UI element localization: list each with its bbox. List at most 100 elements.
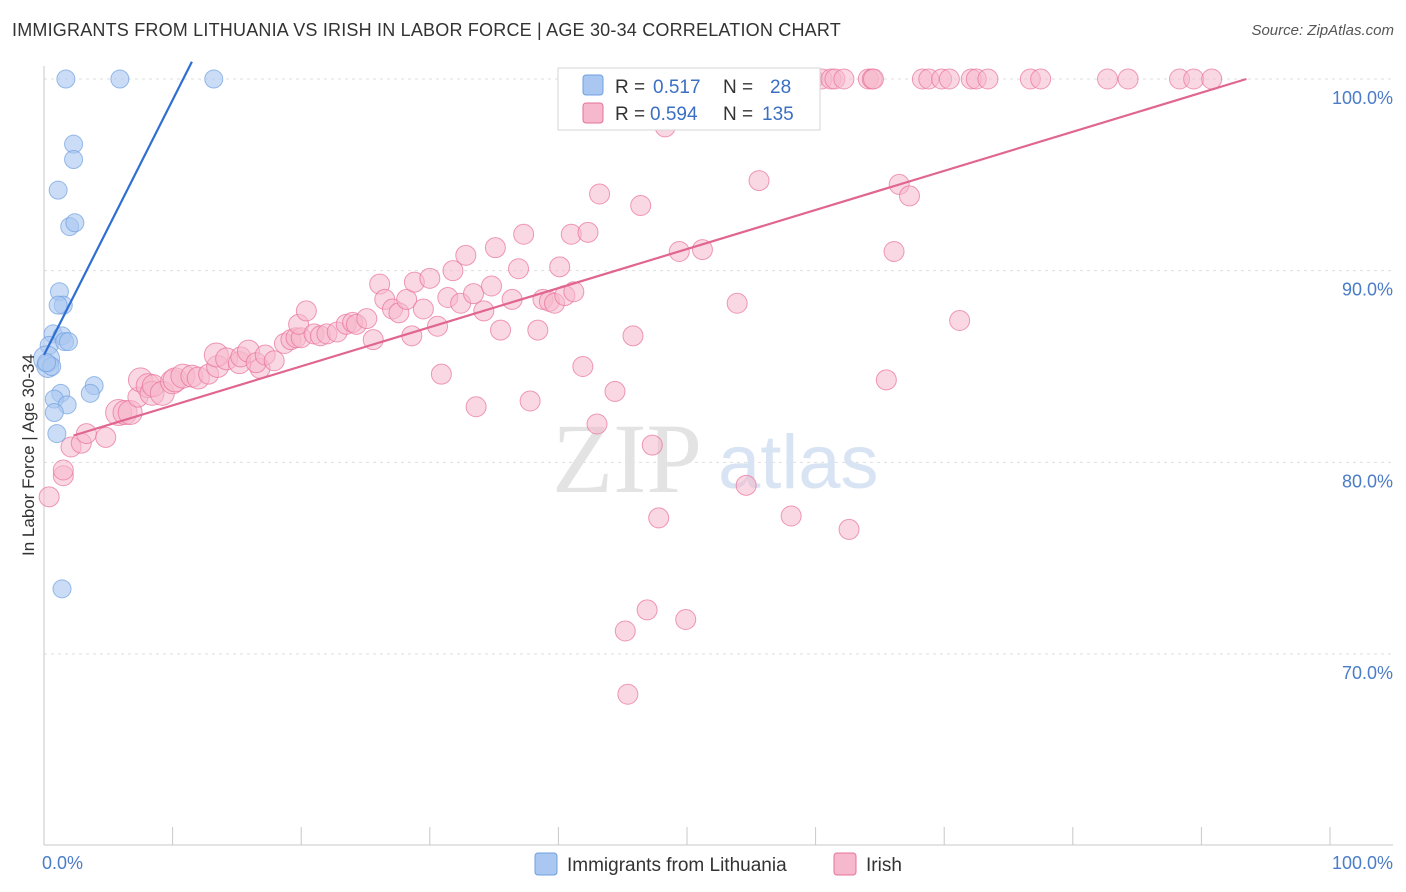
lithuania-point-0 bbox=[56, 69, 76, 89]
irish-point-59 bbox=[442, 260, 464, 282]
y-tick-label-2: 80.0% bbox=[1342, 471, 1393, 491]
series-lithuania-points bbox=[33, 69, 224, 599]
irish-point-2 bbox=[52, 459, 74, 481]
stats-n-label-irish: N = bbox=[723, 104, 753, 125]
irish-point-89 bbox=[636, 599, 658, 621]
chart-title: IMMIGRANTS FROM LITHUANIA VS IRISH IN LA… bbox=[12, 20, 841, 40]
irish-point-65 bbox=[481, 275, 503, 297]
y-tick-label-1: 90.0% bbox=[1342, 280, 1393, 300]
lithuania-point-7 bbox=[65, 213, 85, 233]
y-tick-label-3: 70.0% bbox=[1342, 663, 1393, 683]
irish-point-79 bbox=[563, 281, 585, 303]
stats-n-label-lithuania: N = bbox=[723, 77, 753, 98]
stats-swatch-lithuania bbox=[582, 74, 604, 96]
lithuania-point-27 bbox=[52, 579, 72, 599]
lithuania-point-15 bbox=[58, 332, 78, 352]
irish-point-46 bbox=[362, 329, 384, 351]
irish-point-115 bbox=[862, 68, 884, 90]
watermark-zip: ZIP bbox=[552, 403, 702, 514]
irish-point-123 bbox=[938, 68, 960, 90]
irish-point-67 bbox=[490, 319, 512, 341]
irish-point-130 bbox=[1097, 68, 1119, 90]
stats-r-label-irish: R = bbox=[615, 104, 645, 125]
stats-n-value-irish: 135 bbox=[762, 104, 794, 125]
lithuania-point-10 bbox=[48, 295, 68, 315]
lithuania-point-5 bbox=[48, 180, 68, 200]
y-tick-label-0: 100.0% bbox=[1332, 88, 1393, 108]
lithuania-point-19 bbox=[37, 353, 57, 373]
legend-label-lithuania: Immigrants from Lithuania bbox=[567, 855, 787, 876]
irish-point-105 bbox=[780, 505, 802, 527]
legend-swatch-irish bbox=[833, 852, 857, 876]
irish-point-76 bbox=[549, 256, 571, 278]
lithuania-point-2 bbox=[204, 69, 224, 89]
irish-point-81 bbox=[577, 221, 599, 243]
irish-point-37 bbox=[295, 300, 317, 322]
irish-point-57 bbox=[430, 363, 452, 385]
y-tick-labels: 100.0% 90.0% 80.0% 70.0% bbox=[1332, 88, 1393, 683]
stats-legend: R = 0.517 N = 28 R = 0.594 N = 135 bbox=[557, 67, 821, 131]
irish-point-45 bbox=[356, 308, 378, 330]
axes bbox=[43, 66, 1393, 846]
irish-point-111 bbox=[833, 68, 855, 90]
x-tick-max: 100.0% bbox=[1332, 853, 1393, 873]
irish-point-55 bbox=[419, 267, 441, 289]
lithuania-point-22 bbox=[80, 383, 100, 403]
lithuania-point-25 bbox=[44, 403, 64, 422]
stats-swatch-irish bbox=[582, 102, 604, 124]
stats-r-value-lithuania: 0.517 bbox=[653, 77, 701, 98]
irish-point-63 bbox=[465, 396, 487, 418]
irish-point-117 bbox=[883, 241, 905, 262]
irish-point-90 bbox=[641, 434, 663, 456]
irish-point-127 bbox=[977, 68, 999, 90]
legend-swatch-lithuania bbox=[534, 852, 558, 876]
irish-point-54 bbox=[412, 298, 434, 320]
irish-point-129 bbox=[1030, 68, 1052, 90]
irish-point-69 bbox=[508, 258, 530, 280]
irish-point-80 bbox=[572, 356, 594, 377]
irish-point-112 bbox=[838, 518, 860, 540]
irish-point-87 bbox=[622, 325, 644, 347]
trend-lines bbox=[43, 61, 1247, 437]
irish-point-85 bbox=[614, 620, 636, 642]
irish-point-84 bbox=[604, 380, 626, 402]
irish-point-94 bbox=[675, 609, 697, 630]
irish-point-88 bbox=[630, 195, 652, 216]
irish-point-31 bbox=[263, 350, 285, 372]
irish-point-131 bbox=[1117, 68, 1139, 90]
irish-point-83 bbox=[589, 183, 611, 205]
irish-point-51 bbox=[396, 288, 418, 310]
y-axis-title: In Labor Force | Age 30-34 bbox=[19, 354, 38, 556]
irish-point-62 bbox=[463, 283, 485, 305]
irish-point-99 bbox=[726, 292, 748, 314]
source-label: Source: ZipAtlas.com bbox=[1251, 22, 1394, 39]
irish-point-100 bbox=[735, 474, 757, 496]
irish-point-82 bbox=[586, 413, 608, 435]
irish-point-119 bbox=[898, 185, 920, 207]
irish-point-96 bbox=[691, 239, 713, 261]
irish-point-6 bbox=[95, 426, 117, 448]
x-tick-min: 0.0% bbox=[42, 853, 83, 873]
irish-point-0 bbox=[38, 486, 60, 508]
stats-n-value-lithuania: 28 bbox=[770, 77, 791, 98]
irish-point-71 bbox=[519, 390, 541, 412]
irish-point-61 bbox=[455, 244, 477, 266]
lithuania-point-26 bbox=[47, 424, 67, 444]
irish-point-56 bbox=[427, 315, 449, 337]
irish-point-133 bbox=[1183, 68, 1205, 90]
stats-r-value-irish: 0.594 bbox=[650, 104, 698, 125]
lithuania-point-4 bbox=[64, 150, 84, 169]
irish-point-91 bbox=[648, 507, 670, 529]
legend-label-irish: Irish bbox=[866, 855, 902, 876]
lithuania-point-1 bbox=[110, 69, 130, 89]
irish-point-124 bbox=[949, 310, 971, 331]
lithuania-trend-line bbox=[43, 61, 193, 356]
irish-point-116 bbox=[875, 369, 897, 391]
irish-point-134 bbox=[1201, 68, 1223, 90]
irish-point-66 bbox=[484, 237, 506, 259]
stats-r-label-lithuania: R = bbox=[615, 77, 645, 98]
irish-trend-line bbox=[73, 77, 1247, 437]
series-legend: Immigrants from Lithuania Irish bbox=[534, 852, 902, 876]
series-irish-points bbox=[38, 68, 1223, 705]
